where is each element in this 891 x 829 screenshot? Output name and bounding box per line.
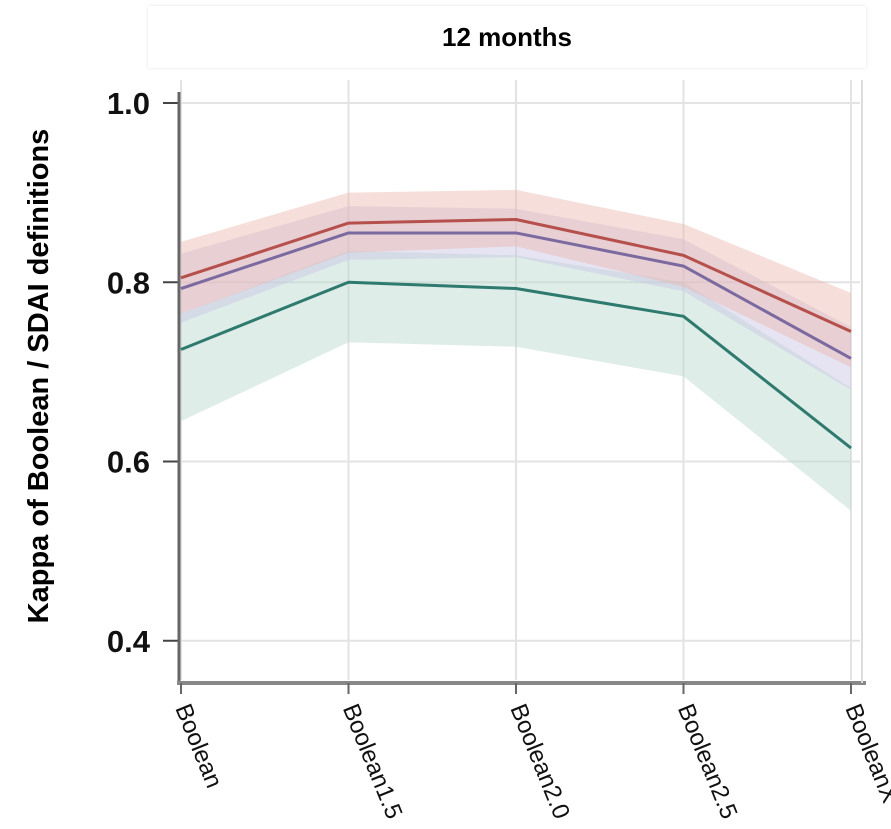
series-line: [180, 218, 852, 333]
y-axis-label: Kappa of Boolean / SDAI definitions: [23, 129, 55, 624]
chart-title: 12 months: [441, 21, 573, 52]
chart-title-box: 12 months: [148, 6, 866, 68]
y-tick-label: 1.0: [107, 86, 150, 121]
y-tick-label: 0.8: [107, 265, 150, 300]
series-lines: [180, 218, 852, 450]
x-tick-label: BooleanX: [839, 700, 891, 807]
series-line: [180, 280, 852, 450]
confidence-band: [181, 206, 851, 390]
x-tick-label: Boolean1.5: [337, 700, 408, 823]
x-tick-label: Boolean2.0: [504, 700, 575, 823]
y-tick-label: 0.4: [107, 624, 151, 659]
y-tick-label: 0.6: [107, 445, 150, 480]
x-tick-label: Boolean: [169, 700, 227, 792]
x-tick-label: Boolean2.5: [672, 700, 743, 823]
series-line: [180, 231, 852, 360]
grid: [179, 80, 860, 680]
